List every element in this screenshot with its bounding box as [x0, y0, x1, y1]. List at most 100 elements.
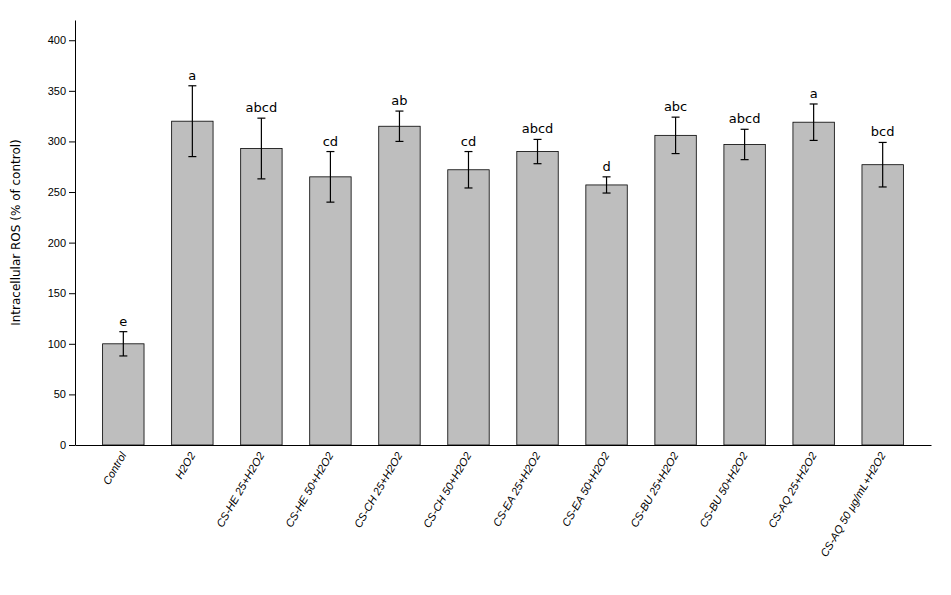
error-cap-bottom	[603, 192, 611, 193]
annotations: eaabcdcdabcdabcddabcabcdabcd	[119, 68, 894, 329]
y-tick: 300	[48, 135, 75, 147]
x-tick: CS-BU 25+H2O2	[628, 450, 681, 529]
bar	[172, 121, 213, 445]
x-tick-label: H2O2	[173, 450, 198, 481]
x-tick: H2O2	[173, 450, 198, 481]
bar	[448, 170, 489, 445]
error-bar	[672, 117, 680, 153]
error-line	[399, 111, 400, 141]
bar	[241, 149, 282, 445]
error-cap-bottom	[534, 163, 542, 164]
bar	[586, 185, 627, 445]
x-axis: Control H2O2 CS-HE 25+H2O2 CS-HE 50+H2O2 CS-…	[76, 446, 932, 559]
y-tick: 100	[48, 338, 75, 350]
annotation: abcd	[729, 111, 761, 126]
error-bar	[188, 86, 196, 157]
error-cap-bottom	[741, 159, 749, 160]
annotation: abc	[664, 99, 687, 114]
x-tick-label: CS-BU 25+H2O2	[628, 450, 681, 529]
annotation: d	[602, 159, 610, 174]
bar	[793, 122, 834, 445]
y-axis-line	[75, 21, 76, 446]
error-line	[468, 152, 469, 188]
x-tick-label: Control	[100, 449, 128, 486]
error-cap-top	[119, 331, 127, 332]
y-tick: 150	[48, 287, 75, 299]
error-line	[606, 177, 607, 193]
x-tick: CS-CH 50+H2O2	[421, 450, 474, 530]
y-tick-label: 0	[60, 439, 66, 451]
y-tick-mark	[69, 344, 75, 345]
annotation: cd	[461, 134, 476, 149]
error-bar	[257, 118, 265, 179]
annotation: abcd	[522, 121, 554, 136]
error-line	[537, 139, 538, 163]
x-tick: CS-AQ 25+H2O2	[766, 450, 819, 530]
error-cap-top	[672, 117, 680, 118]
x-tick: CS-HE 50+H2O2	[283, 450, 336, 529]
x-tick-label: CS-CH 25+H2O2	[351, 450, 404, 530]
annotation: abcd	[246, 100, 278, 115]
x-tick: Control	[100, 449, 128, 486]
y-tick-mark	[69, 141, 75, 142]
y-tick: 200	[48, 237, 75, 249]
annotation: cd	[323, 134, 338, 149]
error-bar	[534, 139, 542, 163]
error-cap-bottom	[464, 187, 472, 188]
error-bar	[326, 152, 334, 203]
x-tick-label: CS-EA 25+H2O2	[490, 450, 542, 528]
annotation: a	[188, 68, 196, 83]
error-cap-top	[464, 151, 472, 152]
chart: 050100150200250300350400ControlH2O2CS-HE…	[0, 0, 951, 595]
y-tick-mark	[69, 293, 75, 294]
x-axis-line	[76, 445, 932, 446]
error-cap-bottom	[395, 141, 403, 142]
plot: 050100150200250300350400ControlH2O2CS-HE…	[48, 21, 932, 559]
x-tick-label: CS-HE 25+H2O2	[214, 450, 267, 529]
marks	[103, 86, 904, 445]
x-tick: CS-CH 25+H2O2	[351, 450, 404, 530]
y-tick-label: 250	[48, 186, 66, 198]
error-line	[744, 129, 745, 159]
error-bar	[464, 152, 472, 188]
y-tick-mark	[69, 445, 75, 446]
error-bar	[395, 111, 403, 141]
y-axis-title: Intracellular ROS (% of control)	[9, 139, 23, 326]
y-tick: 400	[48, 34, 75, 46]
y-tick: 250	[48, 186, 75, 198]
error-bar	[119, 332, 127, 356]
x-tick-label: CS-AQ 25+H2O2	[766, 450, 819, 530]
x-tick-label: CS-AQ 50 μg/mL+H2O2	[818, 450, 888, 559]
annotation: ab	[391, 93, 407, 108]
y-tick-label: 350	[48, 85, 66, 97]
y-tick-mark	[69, 40, 75, 41]
y-tick-label: 150	[48, 287, 66, 299]
error-cap-top	[257, 118, 265, 119]
error-cap-top	[603, 176, 611, 177]
x-tick: CS-AQ 50 μg/mL+H2O2	[818, 450, 888, 559]
y-tick-mark	[69, 91, 75, 92]
x-tick-label: CS-EA 50+H2O2	[559, 450, 611, 528]
y-tick-label: 200	[48, 237, 66, 249]
y-tick: 350	[48, 85, 75, 97]
bar	[379, 126, 420, 445]
annotation: bcd	[871, 124, 895, 139]
error-cap-top	[879, 142, 887, 143]
x-tick: CS-BU 50+H2O2	[697, 450, 750, 529]
error-line	[813, 104, 814, 140]
error-cap-bottom	[672, 153, 680, 154]
y-axis: 050100150200250300350400	[48, 21, 76, 452]
error-line	[675, 117, 676, 153]
annotation: e	[119, 314, 127, 329]
error-cap-bottom	[810, 140, 818, 141]
x-tick: CS-EA 25+H2O2	[490, 450, 542, 528]
error-cap-bottom	[326, 202, 334, 203]
error-cap-bottom	[257, 178, 265, 179]
error-line	[261, 118, 262, 179]
y-tick: 0	[60, 439, 75, 451]
error-cap-top	[188, 85, 196, 86]
error-bar	[741, 129, 749, 159]
error-cap-top	[741, 129, 749, 130]
error-cap-bottom	[119, 355, 127, 356]
x-tick: CS-EA 50+H2O2	[559, 450, 611, 528]
